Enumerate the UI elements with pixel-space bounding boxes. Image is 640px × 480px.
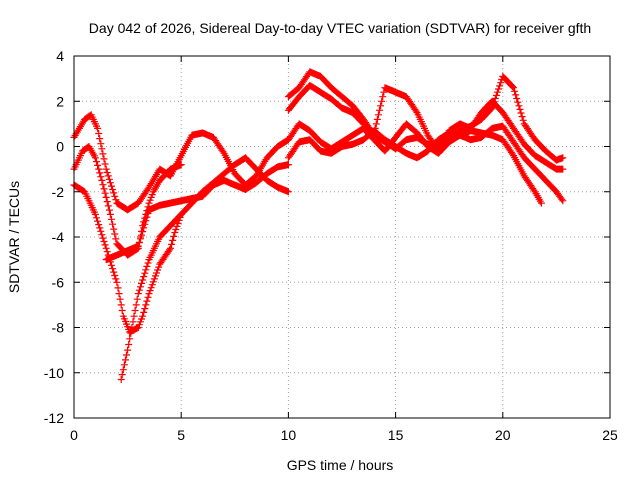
series-markers (284, 127, 545, 207)
y-tick-label: -4 (52, 229, 65, 245)
y-tick-label: -10 (44, 365, 64, 381)
x-tick-label: 20 (495, 427, 511, 443)
y-tick-label: 2 (56, 93, 64, 109)
x-tick-label: 25 (602, 427, 618, 443)
y-axis-label: SDTVAR / TECUs (6, 181, 22, 293)
x-tick-label: 10 (281, 427, 297, 443)
y-tick-label: -2 (52, 184, 65, 200)
series-track-8 (284, 120, 567, 205)
x-tick-label: 15 (388, 427, 404, 443)
x-tick-label: 0 (70, 427, 78, 443)
chart-title: Day 042 of 2026, Sidereal Day-to-day VTE… (89, 20, 591, 36)
x-axis-label: GPS time / hours (287, 457, 394, 473)
y-tick-label: -12 (44, 410, 64, 426)
y-tick-label: 0 (56, 139, 64, 155)
x-axis: 0 5 10 15 20 25 (70, 56, 618, 443)
series-track-9 (284, 127, 545, 207)
y-tick-label: -8 (52, 320, 65, 336)
series-markers (102, 161, 292, 264)
x-tick-label: 5 (177, 427, 185, 443)
y-tick-label: -6 (52, 274, 65, 290)
y-tick-label: 4 (56, 48, 64, 64)
series-track-5 (102, 161, 292, 264)
y-axis: -12 -10 -8 -6 -4 -2 0 2 4 (44, 48, 610, 426)
series-markers (284, 120, 567, 205)
